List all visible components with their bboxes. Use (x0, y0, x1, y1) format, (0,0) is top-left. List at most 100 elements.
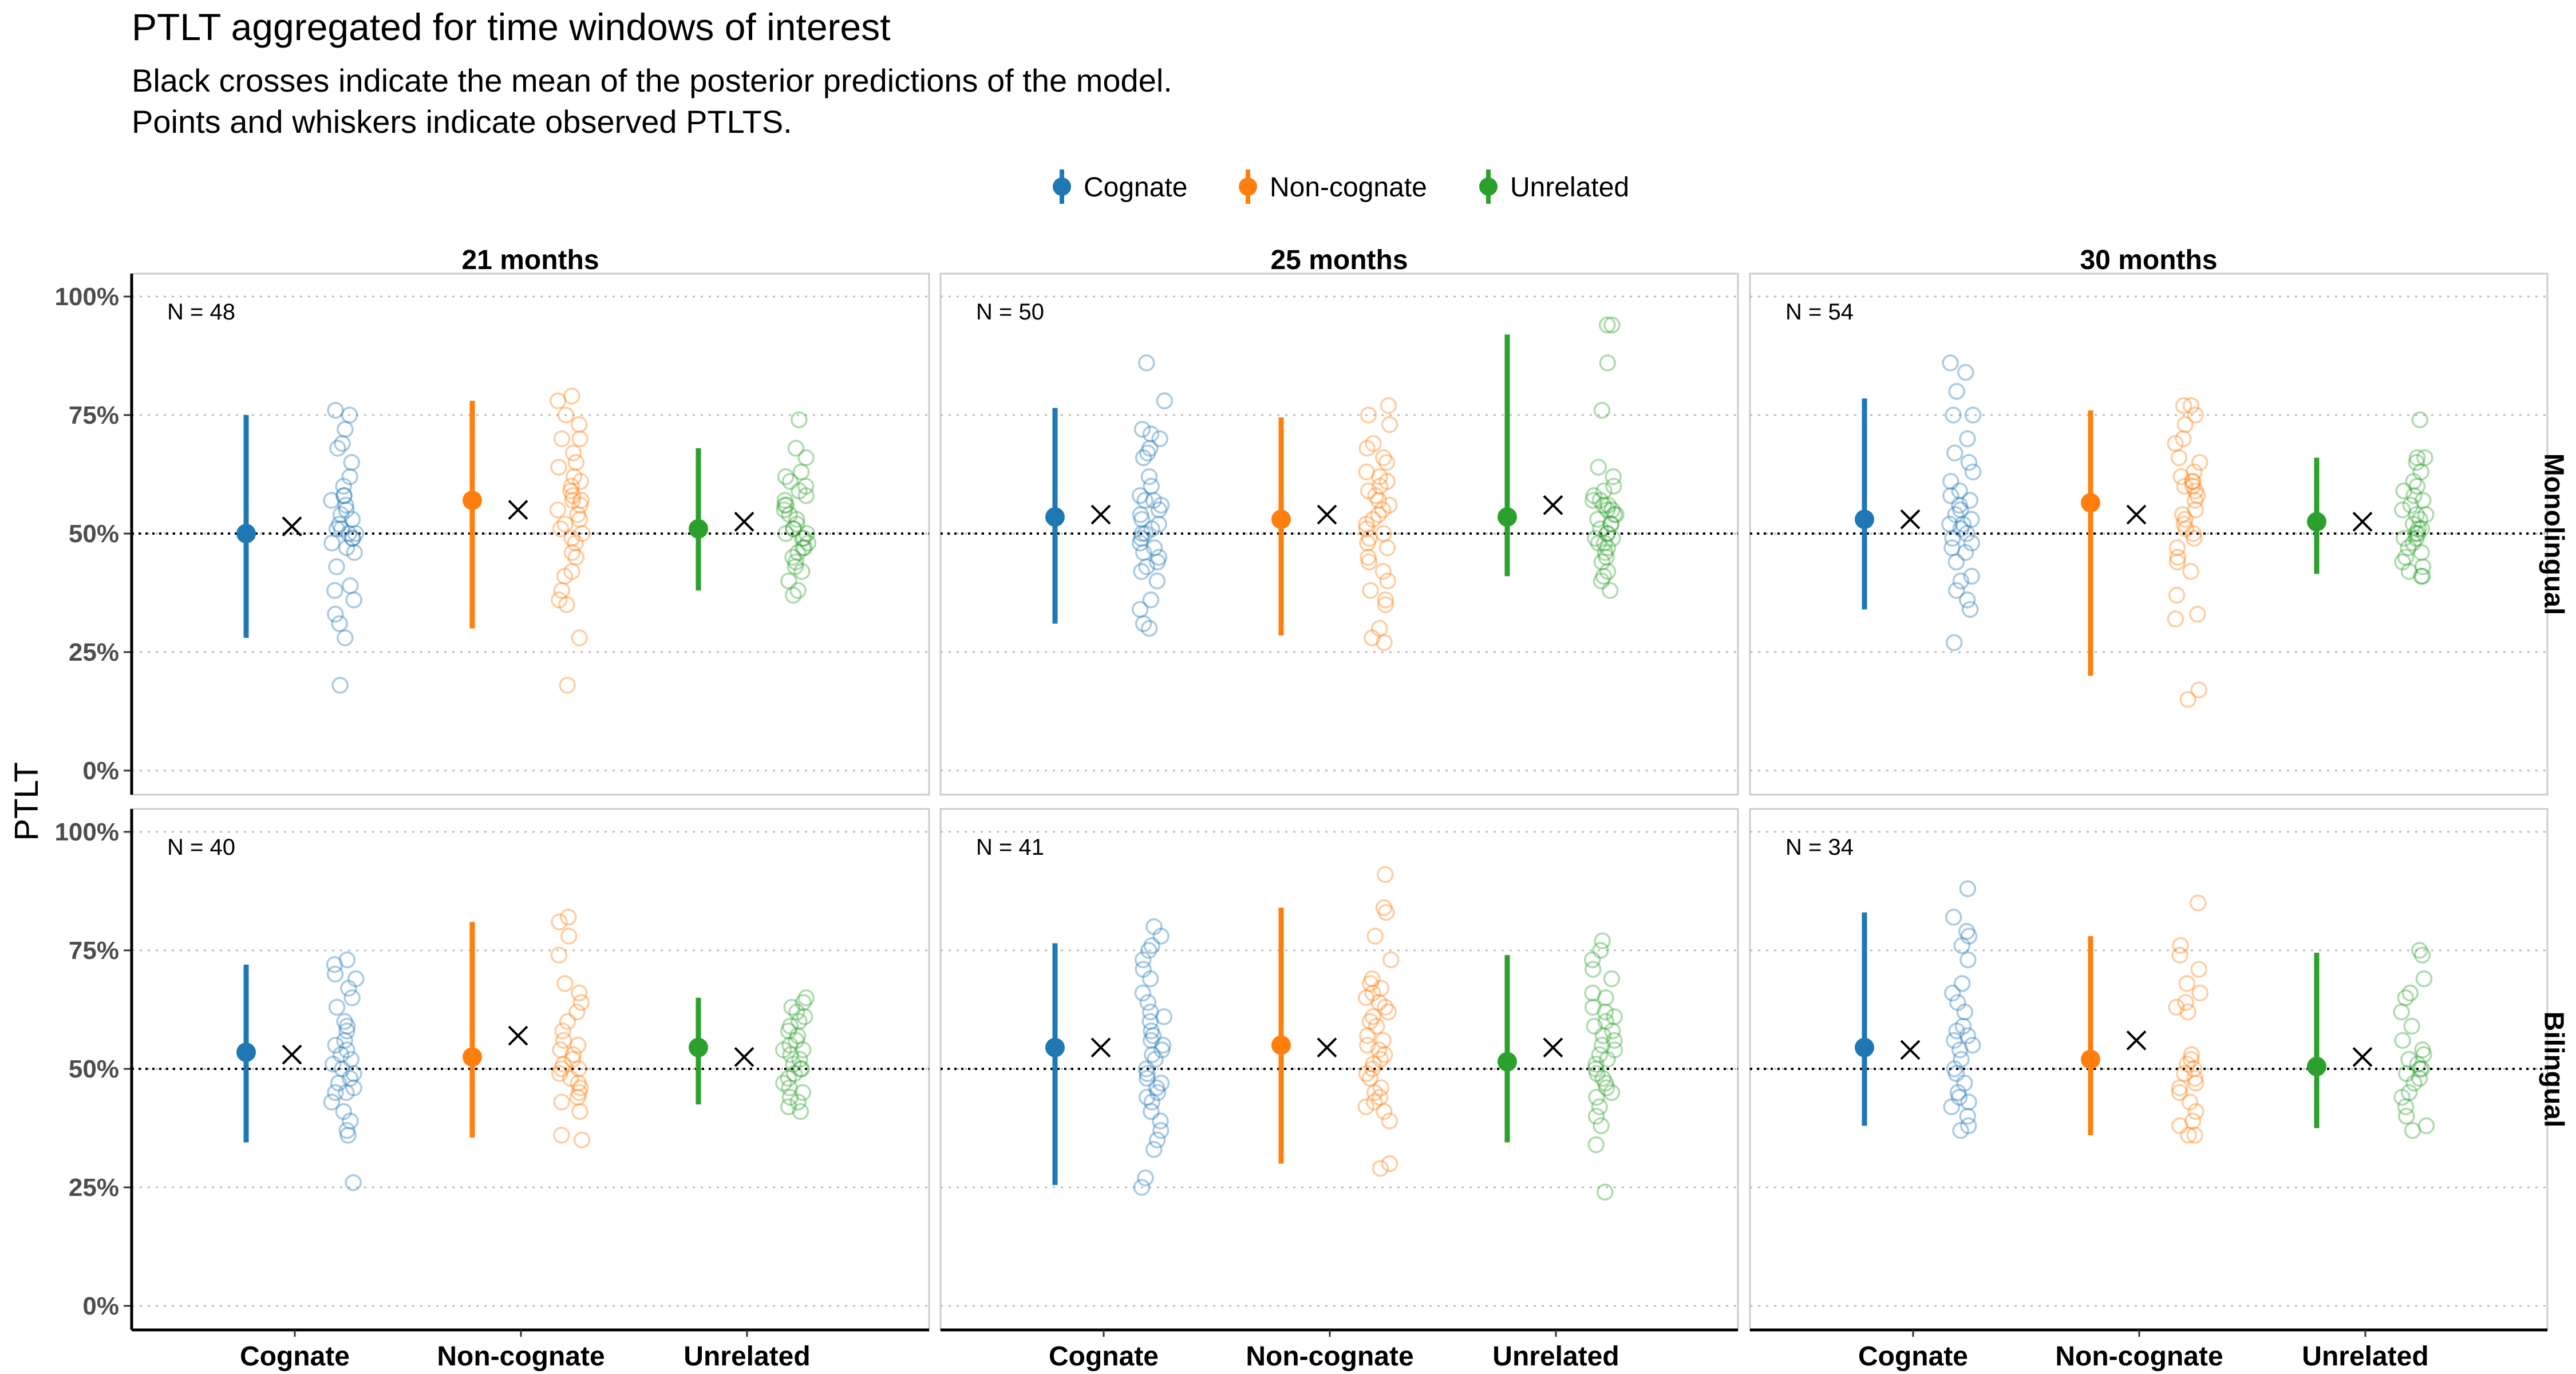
observation-point (1605, 468, 1622, 485)
observation-point (781, 506, 798, 523)
observation-point (2184, 473, 2201, 490)
observation-point (794, 539, 812, 556)
observation-point (2401, 984, 2419, 1002)
observation-point (1150, 515, 1167, 533)
observation-point (331, 515, 348, 533)
observation-point (1599, 525, 1616, 542)
observation-point (1963, 534, 1981, 552)
observation-point (1592, 942, 1609, 959)
observation-point (1945, 634, 1963, 652)
observation-point (2408, 506, 2425, 523)
observation-point (2187, 482, 2204, 500)
observation-point (2411, 1069, 2428, 1087)
observation-point (570, 1084, 588, 1101)
observation-point (1583, 951, 1601, 969)
observation-point (1587, 1060, 1605, 1077)
observation-point (338, 539, 355, 556)
observation-point (1597, 544, 1614, 561)
observation-point (2393, 1088, 2411, 1106)
observation-point (1946, 444, 1963, 461)
observation-point (343, 511, 361, 528)
observation-point (1364, 629, 1381, 646)
observation-point (1951, 1041, 1969, 1059)
prediction-cross (1091, 504, 1111, 525)
observation-point (2408, 454, 2425, 471)
observation-point (1954, 515, 1971, 533)
observation-point (2186, 463, 2203, 481)
y-tick-label: 75% (69, 937, 119, 965)
observation-point (1594, 1027, 1612, 1044)
observation-point (1139, 1088, 1156, 1106)
legend-label-non-cognate: Non-cognate (1270, 172, 1427, 203)
observation-point (1942, 487, 1959, 504)
observation-point (2182, 1051, 2200, 1068)
observation-point (789, 1093, 807, 1111)
series-non-cognate (463, 909, 591, 1148)
observation-point (571, 496, 588, 514)
observation-point (1143, 1022, 1160, 1040)
observation-point (1599, 354, 1617, 372)
observation-point (2394, 1032, 2411, 1049)
observation-point (1143, 1032, 1160, 1049)
observation-point (776, 501, 793, 519)
observation-point (338, 1084, 355, 1101)
observation-point (2413, 567, 2431, 585)
observation-point (569, 506, 586, 523)
observation-point (559, 1013, 576, 1030)
observation-point (572, 994, 590, 1011)
observation-point (1584, 984, 1601, 1002)
observation-point (332, 506, 350, 523)
observation-point (341, 1069, 359, 1087)
chart-subtitle-line-2: Points and whiskers indicate observed PT… (132, 104, 792, 140)
observation-point (1361, 530, 1378, 547)
observation-point (2395, 482, 2412, 500)
series-unrelated (1498, 932, 1623, 1201)
observation-point (2176, 416, 2194, 433)
observation-point (569, 1088, 587, 1106)
observation-point (570, 1075, 587, 1092)
observation-point (2397, 548, 2415, 566)
observation-point (1379, 572, 1397, 590)
observation-point (1152, 927, 1170, 945)
observation-point (2187, 406, 2204, 424)
observation-point (563, 530, 580, 547)
observation-point (1141, 970, 1159, 988)
observation-point (564, 1046, 582, 1063)
observation-point (1151, 430, 1168, 448)
panel-monolingual-25-months: N = 50 (939, 273, 1739, 796)
y-tick-label: 50% (69, 1055, 119, 1083)
observation-point (1598, 1079, 1615, 1096)
observation-point (1148, 553, 1166, 571)
observation-point (1946, 1060, 1963, 1077)
x-tick-label-cognate: Cognate (1049, 1341, 1159, 1372)
observation-point (1149, 1084, 1167, 1101)
observation-point (2411, 511, 2429, 528)
observation-point (2168, 998, 2185, 1016)
observation-point (792, 1103, 809, 1120)
observation-point (1132, 506, 1149, 523)
observation-point (2409, 520, 2427, 538)
series-unrelated (1498, 316, 1625, 599)
observed-mean-point (1271, 1035, 1291, 1055)
observation-point (1140, 468, 1158, 485)
observation-point (775, 1041, 792, 1059)
observation-point (2182, 397, 2200, 414)
observation-point (785, 586, 802, 604)
observation-point (562, 482, 579, 500)
series-non-cognate (463, 388, 591, 694)
series-non-cognate (2081, 397, 2208, 708)
x-tick-label-unrelated: Unrelated (2302, 1341, 2428, 1372)
strip-label-25-months: 25 months (1270, 245, 1408, 275)
observation-point (335, 477, 352, 495)
observed-mean-point (1271, 510, 1291, 530)
observation-point (571, 629, 588, 646)
observation-point (552, 1041, 569, 1059)
chart-title: PTLT aggregated for time windows of inte… (132, 6, 891, 48)
observation-point (1143, 520, 1160, 538)
observation-point (1953, 937, 1970, 954)
x-tick-label-unrelated: Unrelated (1492, 1341, 1619, 1372)
observation-point (562, 1069, 579, 1087)
observation-point (1590, 534, 1607, 552)
observation-point (1364, 1008, 1382, 1025)
